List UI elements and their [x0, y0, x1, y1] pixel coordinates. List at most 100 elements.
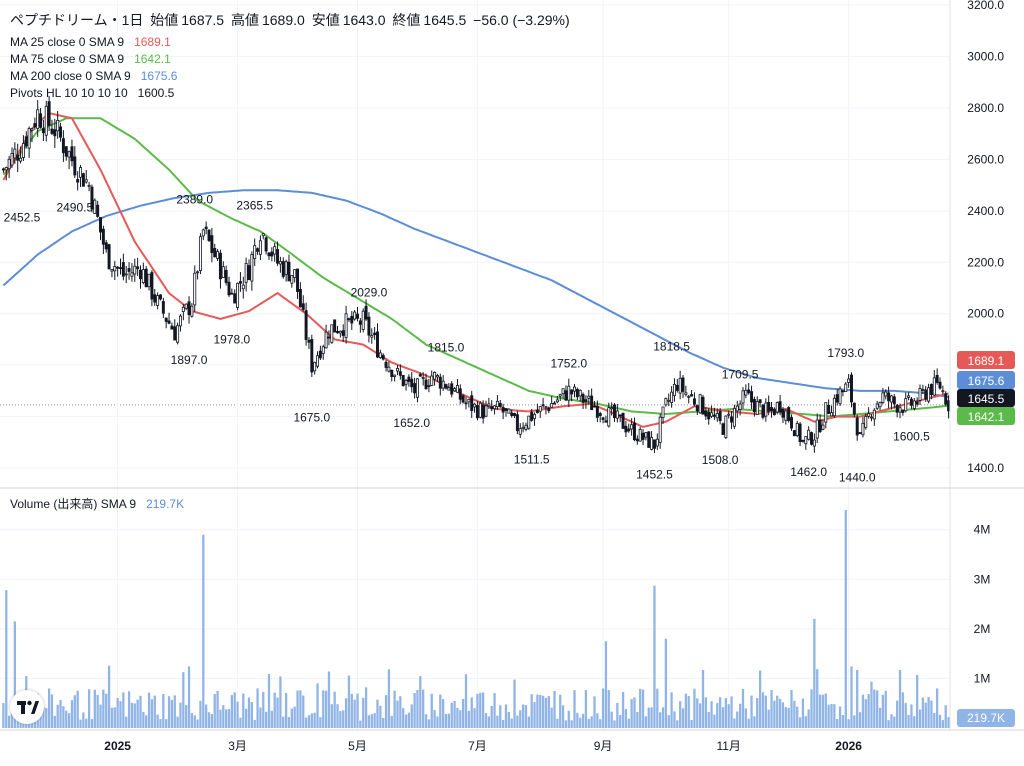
volume-bar[interactable] — [938, 714, 942, 728]
candle-body[interactable] — [67, 151, 71, 158]
candle-body[interactable] — [90, 186, 94, 210]
candle-body[interactable] — [93, 199, 97, 215]
volume-bar[interactable] — [59, 700, 62, 728]
volume-bar[interactable] — [536, 694, 539, 728]
candle-body[interactable] — [604, 420, 608, 423]
candle-body[interactable] — [455, 385, 459, 393]
candle-body[interactable] — [281, 261, 285, 277]
volume-bar[interactable] — [924, 702, 927, 728]
volume-bar[interactable] — [273, 692, 276, 728]
volume-bar[interactable] — [707, 712, 710, 728]
volume-bar[interactable] — [810, 689, 813, 728]
volume-bar[interactable] — [639, 688, 642, 728]
volume-bar[interactable] — [50, 694, 54, 728]
candle-body[interactable] — [107, 244, 111, 270]
volume-bar[interactable] — [744, 708, 747, 728]
volume-bar[interactable] — [436, 716, 439, 728]
volume-bar[interactable] — [187, 666, 191, 728]
volume-bar[interactable] — [393, 690, 396, 728]
candle-body[interactable] — [564, 390, 568, 401]
volume-bar[interactable] — [601, 688, 605, 728]
candle-body[interactable] — [376, 331, 379, 358]
volume-bar[interactable] — [753, 716, 756, 728]
volume-bar[interactable] — [841, 715, 845, 728]
volume-bar[interactable] — [159, 719, 162, 728]
volume-bar[interactable] — [699, 703, 702, 728]
volume-bar[interactable] — [239, 717, 242, 728]
volume-bar[interactable] — [933, 713, 936, 728]
candle-body[interactable] — [201, 229, 205, 237]
candle-body[interactable] — [356, 313, 359, 319]
volume-bar[interactable] — [424, 714, 428, 728]
volume-bar[interactable] — [170, 699, 174, 728]
volume-bar[interactable] — [801, 698, 805, 728]
candle-body[interactable] — [864, 415, 868, 428]
candle-body[interactable] — [170, 325, 174, 330]
candle-body[interactable] — [647, 431, 651, 448]
candle-body[interactable] — [501, 406, 505, 413]
volume-bar[interactable] — [173, 695, 176, 728]
candle-body[interactable] — [898, 407, 902, 413]
candle-body[interactable] — [687, 395, 691, 398]
volume-bar[interactable] — [330, 704, 333, 728]
candle-body[interactable] — [99, 217, 102, 233]
volume-bar[interactable] — [581, 713, 585, 728]
candle-body[interactable] — [547, 407, 551, 412]
volume-bar[interactable] — [42, 707, 45, 728]
volume-bar[interactable] — [741, 688, 745, 728]
volume-bar[interactable] — [727, 704, 730, 728]
candle-body[interactable] — [810, 432, 813, 445]
volume-bar[interactable] — [773, 700, 776, 728]
candle-body[interactable] — [573, 386, 576, 392]
candle-body[interactable] — [361, 310, 365, 330]
volume-bar[interactable] — [507, 712, 510, 728]
volume-bar[interactable] — [242, 693, 245, 728]
candle-body[interactable] — [30, 128, 34, 131]
volume-bar[interactable] — [53, 715, 56, 728]
candle-body[interactable] — [909, 398, 913, 406]
volume-bar[interactable] — [225, 709, 228, 728]
volume-bar[interactable] — [299, 690, 302, 728]
volume-bar[interactable] — [370, 714, 373, 728]
symbol-title[interactable]: ペプチドリーム・1日 — [10, 12, 144, 28]
volume-bar[interactable] — [196, 719, 199, 728]
volume-bar[interactable] — [5, 590, 8, 728]
volume-bar[interactable] — [873, 689, 876, 728]
volume-bar[interactable] — [647, 707, 650, 728]
volume-bar[interactable] — [444, 713, 448, 728]
candle-body[interactable] — [672, 383, 676, 397]
candle-body[interactable] — [772, 408, 776, 416]
candle-body[interactable] — [715, 413, 719, 419]
candlestick-series[interactable] — [1, 95, 951, 454]
volume-bar[interactable] — [410, 704, 413, 728]
volume-bar[interactable] — [253, 719, 256, 728]
volume-bar[interactable] — [556, 718, 559, 728]
volume-bar[interactable] — [610, 711, 613, 728]
volume-bar[interactable] — [493, 693, 496, 728]
candle-body[interactable] — [124, 273, 128, 276]
volume-bar[interactable] — [276, 697, 279, 728]
volume-bar[interactable] — [724, 698, 727, 728]
candle-body[interactable] — [627, 428, 631, 432]
volume-bar[interactable] — [930, 700, 933, 728]
volume-bar[interactable] — [624, 708, 628, 728]
volume-bar[interactable] — [596, 713, 599, 728]
candle-body[interactable] — [47, 101, 51, 126]
candle-body[interactable] — [421, 377, 425, 379]
candle-body[interactable] — [664, 398, 668, 406]
candle-body[interactable] — [1, 168, 5, 171]
volume-bar[interactable] — [130, 702, 134, 728]
volume-bar[interactable] — [2, 703, 5, 728]
candle-body[interactable] — [710, 412, 714, 417]
candle-body[interactable] — [901, 410, 905, 413]
volume-bar[interactable] — [696, 698, 699, 728]
candle-body[interactable] — [807, 429, 811, 440]
candle-body[interactable] — [293, 269, 297, 278]
candle-body[interactable] — [730, 416, 734, 423]
candle-body[interactable] — [484, 405, 488, 417]
candle-body[interactable] — [256, 248, 260, 252]
candle-body[interactable] — [401, 375, 405, 387]
volume-bar[interactable] — [670, 692, 673, 728]
candle-body[interactable] — [601, 417, 605, 420]
volume-bar[interactable] — [387, 669, 391, 728]
